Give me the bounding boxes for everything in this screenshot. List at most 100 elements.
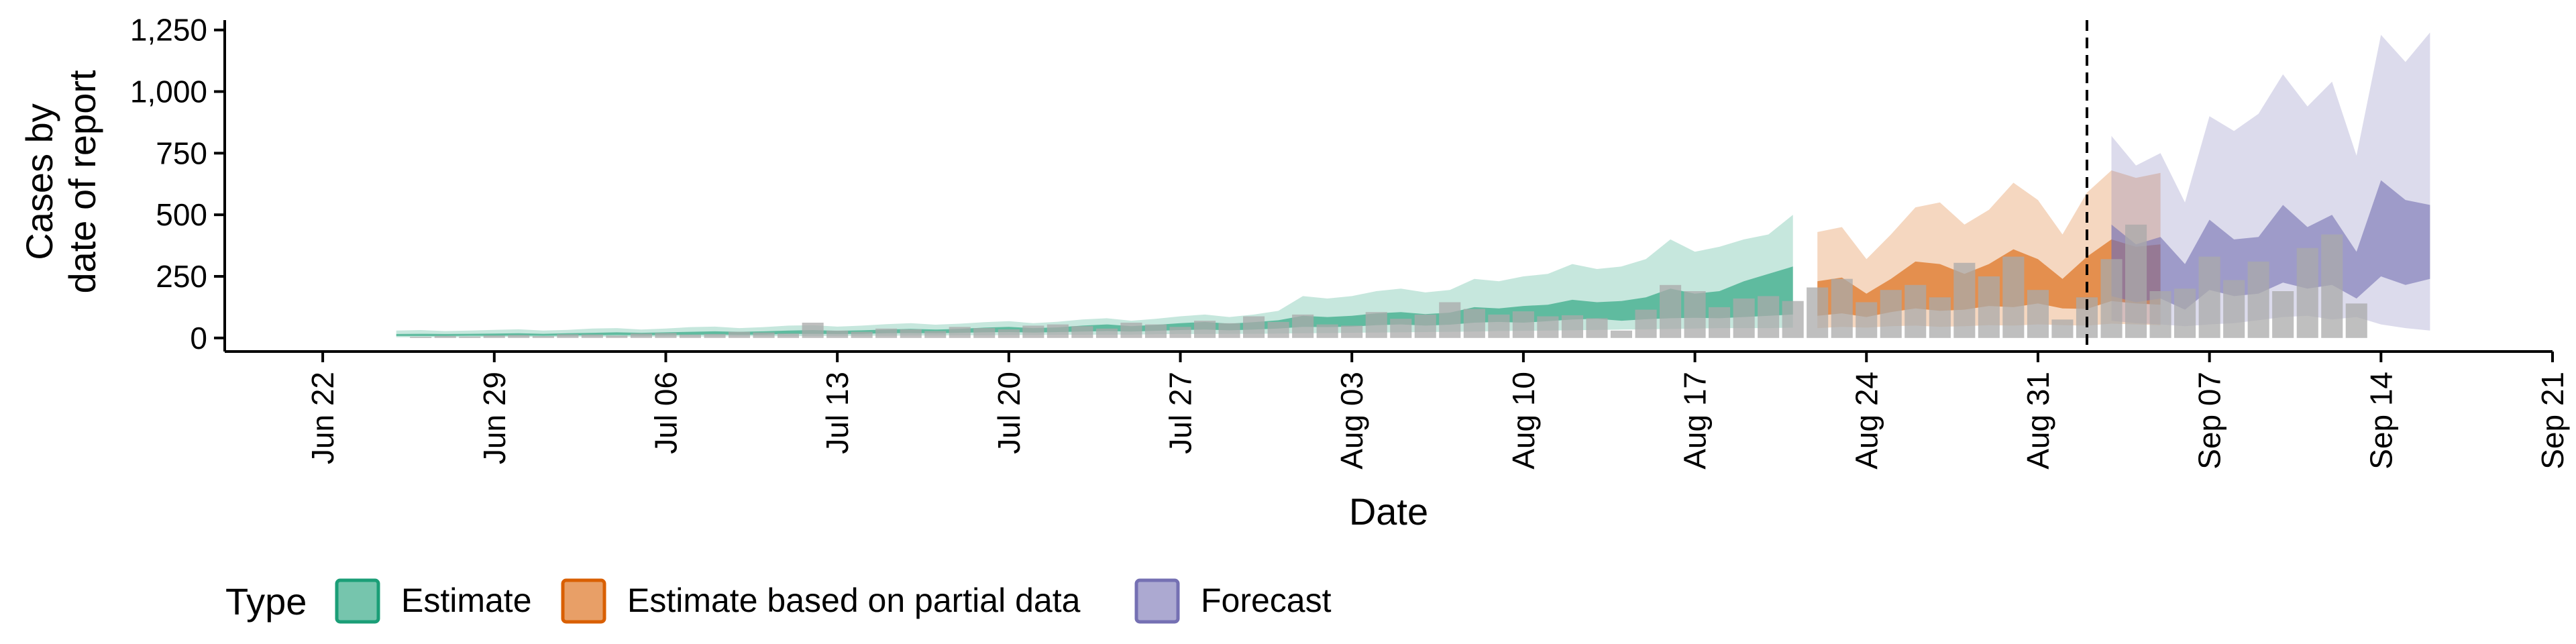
observed-case-bar (998, 329, 1020, 338)
axes (223, 20, 2553, 353)
observed-case-bar (1120, 323, 1142, 338)
observed-case-bar (2198, 256, 2220, 338)
observed-case-bar (777, 333, 800, 338)
observed-case-bar (924, 331, 947, 338)
legend-label-forecast: Forecast (1201, 582, 1332, 619)
observed-case-bar (630, 333, 652, 338)
x-tick-label: Jun 29 (477, 372, 512, 464)
y-ticks: 0 250 500 750 1,000 1,250 (130, 13, 225, 356)
observed-case-bar (1733, 299, 1755, 338)
observed-case-bar (900, 329, 922, 338)
observed-case-bar (1807, 287, 1829, 338)
observed-case-bar (802, 323, 824, 338)
observed-case-bar (655, 333, 677, 338)
y-tick-label: 1,250 (130, 13, 207, 48)
x-tick-label: Aug 10 (1506, 372, 1541, 470)
y-tick-label: 500 (156, 197, 207, 232)
legend-title: Type (225, 580, 307, 623)
observed-case-bar (1880, 290, 1902, 338)
observed-case-bar (875, 328, 898, 338)
x-tick-label: Aug 31 (2021, 372, 2055, 470)
observed-case-bar (704, 333, 726, 338)
x-tick-label: Aug 17 (1678, 372, 1713, 470)
x-tick-label: Jul 13 (820, 372, 855, 454)
legend: Type Estimate Estimate based on partial … (225, 578, 1332, 624)
observed-case-bar (557, 334, 579, 338)
observed-case-bar (2100, 259, 2123, 338)
observed-case-bar (1856, 302, 1878, 338)
observed-case-bar (729, 331, 751, 338)
y-tick-label: 750 (156, 136, 207, 170)
observed-case-bar (1684, 291, 1706, 338)
observed-case-bar (508, 335, 530, 338)
observed-case-bar (1561, 315, 1583, 338)
observed-case-bar (1831, 278, 1853, 338)
observed-case-bar (2051, 319, 2074, 338)
observed-case-bar (1144, 324, 1167, 338)
observed-case-bar (1071, 326, 1093, 338)
observed-case-bar (1218, 323, 1240, 338)
x-ticks: Jun 22 Jun 29 Jul 06 Jul 13 Jul 20 Jul 27 Aug … (305, 352, 2570, 470)
observed-case-bar (606, 335, 628, 338)
y-axis-title-line-2: date of report (61, 70, 103, 294)
observed-case-bar (532, 335, 554, 338)
observed-case-bar (1316, 324, 1338, 338)
observed-case-bar (1439, 302, 1461, 338)
x-tick-label: Jul 06 (649, 372, 684, 454)
observed-case-bar (2125, 224, 2147, 338)
legend-swatch-estimate (335, 578, 380, 624)
ribbon-50-forecast (2111, 180, 2430, 310)
observed-case-bar (410, 337, 432, 338)
observed-case-bar (581, 334, 603, 338)
observed-case-bar (1095, 328, 1118, 338)
observed-case-bar (1635, 309, 1657, 338)
y-tick-label: 250 (156, 259, 207, 294)
observed-case-bar (753, 332, 775, 338)
observed-case-bar (1978, 276, 2000, 338)
x-tick-label: Jul 27 (1163, 372, 1198, 454)
observed-case-bar (1953, 262, 1976, 338)
observed-case-bar (2027, 290, 2049, 338)
observed-case-bar (1194, 321, 1216, 338)
x-tick-label: Jul 20 (991, 372, 1026, 454)
observed-case-bar (1365, 312, 1387, 338)
y-axis-title-line-1: Cases by (18, 103, 60, 260)
observed-case-bar (1929, 297, 1951, 338)
observed-case-bar (2223, 280, 2245, 338)
observed-case-bar (1390, 319, 1412, 338)
x-tick-label: Sep 21 (2535, 372, 2570, 470)
observed-case-bar (851, 331, 873, 338)
legend-swatch-forecast (1134, 578, 1180, 624)
observed-case-bar (2321, 234, 2343, 338)
y-tick-label: 0 (190, 321, 207, 356)
observed-case-bar (2296, 248, 2318, 338)
observed-case-bar (2272, 291, 2294, 338)
observed-case-bar (1488, 314, 1510, 338)
x-tick-label: Sep 07 (2192, 372, 2227, 470)
observed-case-bar (2149, 291, 2171, 338)
observed-case-bar (1292, 314, 1314, 338)
observed-case-bar (434, 335, 456, 338)
observed-case-bar (1414, 314, 1436, 338)
observed-case-bar (1341, 325, 1363, 338)
observed-case-bar (2174, 288, 2196, 338)
observed-case-bar (1537, 316, 1559, 338)
observed-case-bar (1782, 301, 1804, 338)
observed-case-bar (2002, 256, 2025, 338)
x-tick-label: Jun 22 (305, 372, 340, 464)
observed-case-bar (1512, 311, 1534, 338)
observed-case-bar (1046, 324, 1069, 338)
x-tick-label: Aug 03 (1334, 372, 1369, 470)
observed-case-bar (826, 330, 849, 338)
observed-case-bar (459, 336, 481, 338)
observed-case-bar (1586, 318, 1608, 338)
observed-case-bar (1610, 330, 1632, 338)
observed-case-bar (949, 327, 971, 338)
observed-case-bar (1022, 325, 1044, 338)
observed-case-bar (2345, 303, 2367, 338)
observed-case-bar (2247, 261, 2269, 338)
x-tick-label: Sep 14 (2363, 372, 2398, 470)
observed-case-bar (1758, 296, 1780, 338)
observed-case-bar (1169, 327, 1191, 338)
